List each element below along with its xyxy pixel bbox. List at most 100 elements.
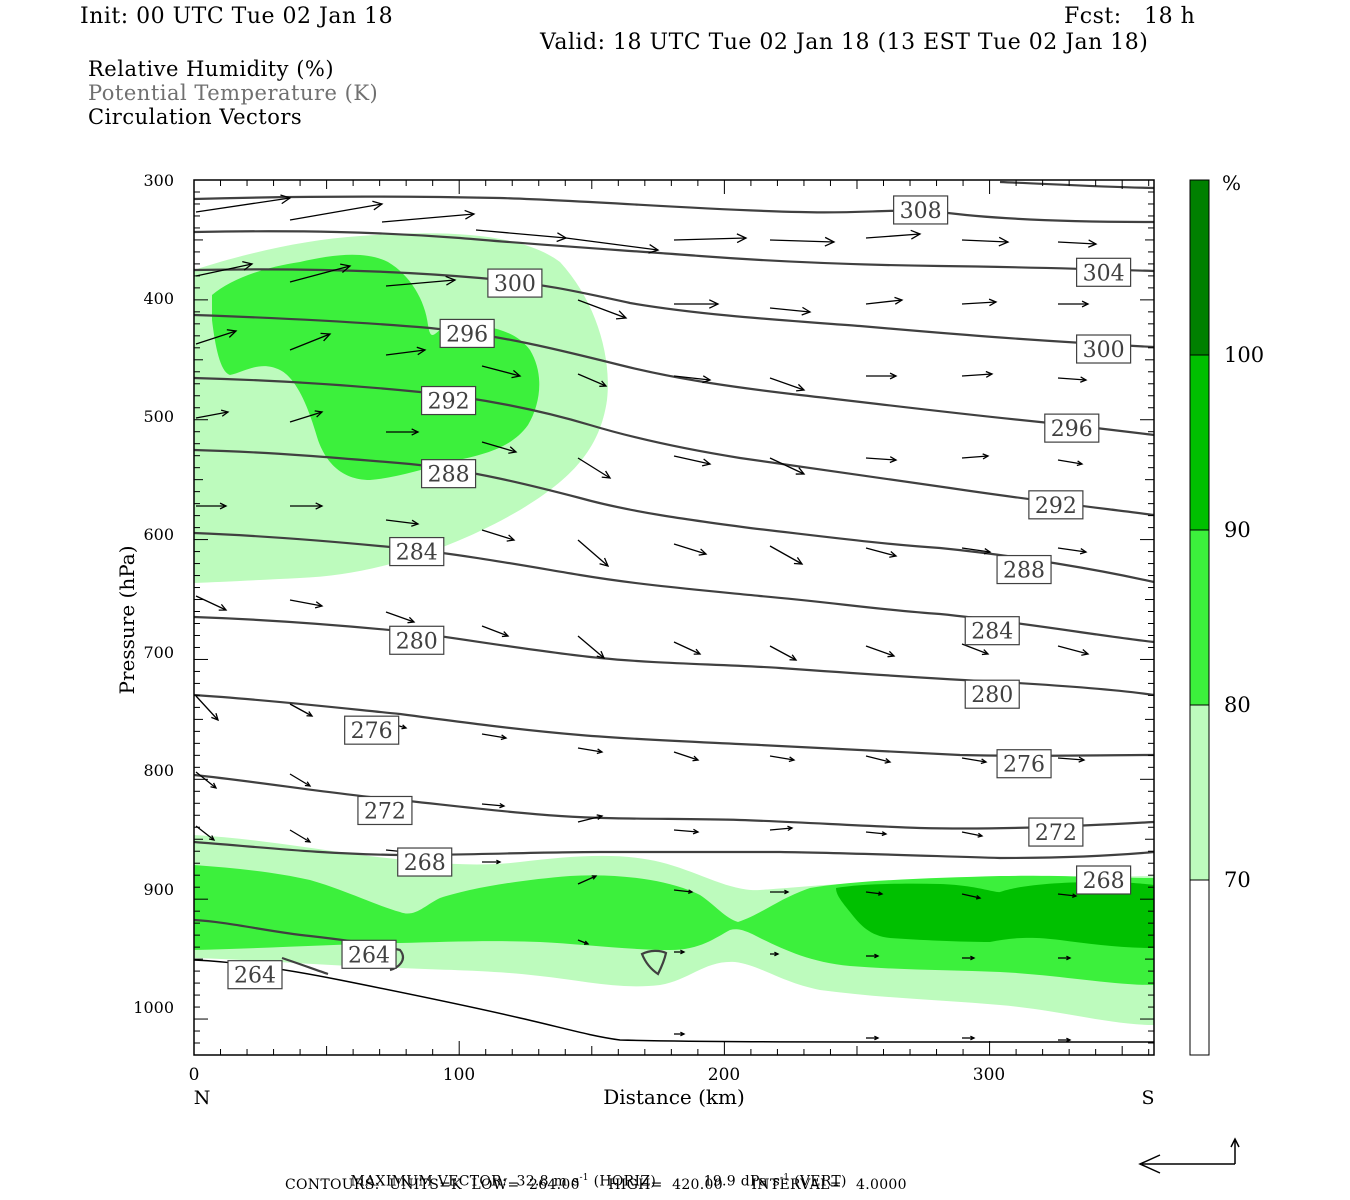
- colorbar-label-90: 90: [1224, 518, 1251, 542]
- contour-label-280: 280: [964, 679, 1020, 709]
- colorbar: % 100 90 80 70: [1189, 171, 1264, 1056]
- svg-text:284: 284: [396, 541, 438, 566]
- svg-text:276: 276: [351, 719, 393, 744]
- colorbar-unit: %: [1222, 171, 1241, 195]
- legend-vectors: Circulation Vectors: [88, 105, 303, 129]
- circulation-vector: [577, 457, 612, 479]
- svg-text:276: 276: [1003, 753, 1045, 778]
- colorbar-segment-80: [1190, 530, 1209, 705]
- circulation-vector: [481, 529, 516, 542]
- circulation-vector: [673, 641, 702, 655]
- horiz-max-value: 32.8 m s: [516, 1173, 580, 1190]
- x-axis-label: Distance (km): [603, 1085, 745, 1109]
- y-tick-labels: 300 400 500 600 700 800 900 1000: [133, 171, 174, 1017]
- right-end-label: S: [1141, 1087, 1154, 1109]
- circulation-vector: [289, 263, 352, 283]
- contour-296: [194, 313, 1154, 437]
- circulation-vector: [866, 372, 898, 380]
- y-tick-800: 800: [143, 761, 174, 780]
- surface-line: [194, 959, 1154, 1043]
- circulation-vector: [289, 200, 384, 221]
- colorbar-frame: [1189, 179, 1210, 1056]
- contour-label-264: 264: [341, 939, 397, 969]
- circulation-vector: [381, 209, 476, 223]
- contour-label-264: 264: [227, 960, 283, 990]
- circulation-vector: [385, 275, 457, 287]
- horiz-exponent: -1: [579, 1173, 589, 1183]
- contour-label-296: 296: [1044, 413, 1100, 443]
- circulation-vector: [962, 955, 976, 961]
- contour-label-268: 268: [1076, 865, 1132, 895]
- circulation-vector: [865, 547, 898, 558]
- circulation-vector: [195, 194, 292, 213]
- y-tick-1000: 1000: [133, 998, 174, 1017]
- circulation-vector: [1057, 756, 1086, 763]
- legend-rh: Relative Humidity (%): [88, 57, 335, 81]
- circulation-vector: [481, 802, 506, 809]
- circulation-vector: [769, 457, 806, 475]
- svg-text:284: 284: [971, 620, 1013, 645]
- circulation-vector: [961, 643, 990, 656]
- circulation-vector: [565, 237, 660, 254]
- circulation-vector: [865, 645, 896, 658]
- contour-label-288: 288: [996, 554, 1052, 585]
- circulation-vector: [289, 773, 312, 787]
- circulation-vector: [1057, 893, 1078, 898]
- svg-text:288: 288: [428, 463, 470, 488]
- circulation-vector: [865, 891, 884, 896]
- svg-text:292: 292: [428, 390, 470, 415]
- svg-text:300: 300: [494, 272, 536, 297]
- circulation-vector: [1057, 459, 1084, 467]
- contour-272: [194, 773, 1154, 830]
- x-tick-100: 100: [443, 1065, 475, 1085]
- contour-label-300: 300: [487, 268, 543, 298]
- colorbar-label-100: 100: [1224, 343, 1264, 367]
- svg-text:264: 264: [234, 964, 276, 989]
- colorbar-label-80: 80: [1224, 693, 1251, 717]
- circulation-vector: [770, 889, 790, 895]
- circulation-vector: [673, 751, 700, 762]
- svg-text:300: 300: [1083, 338, 1125, 363]
- circulation-vector: [289, 703, 314, 717]
- circulation-vector: [769, 645, 798, 661]
- circulation-vector: [673, 375, 712, 384]
- circulation-vector: [1057, 239, 1098, 248]
- contour-label-284: 284: [964, 616, 1020, 646]
- contour-label-308: 308: [893, 195, 949, 225]
- circulation-vector: [961, 547, 992, 555]
- svg-text:304: 304: [1083, 261, 1125, 286]
- circulation-vector: [673, 455, 712, 467]
- circulation-vector: [386, 428, 420, 436]
- x-tick-300: 300: [973, 1065, 1005, 1085]
- circulation-vector: [1058, 1037, 1072, 1043]
- circulation-vector: [577, 939, 590, 945]
- colorbar-segment-100: [1190, 180, 1209, 355]
- circulation-vector: [769, 236, 836, 247]
- circulation-vector: [195, 329, 238, 345]
- svg-text:268: 268: [1083, 869, 1125, 894]
- circulation-vector: [289, 410, 324, 423]
- circulation-vector: [865, 755, 892, 764]
- circulation-vector: [769, 755, 796, 763]
- circulation-vector: [577, 747, 604, 755]
- circulation-vector: [195, 595, 228, 611]
- circulation-vector: [289, 599, 324, 609]
- circulation-vector: [385, 611, 416, 624]
- x-tick-0: 0: [189, 1065, 200, 1085]
- colorbar-segment-70: [1190, 705, 1209, 880]
- contour-276: [194, 693, 1154, 757]
- circulation-vector: [673, 889, 694, 894]
- max-vector-line: MAXIMUM VECTOR: 32.8 m s-1 (HORIZ) 19.9 …: [341, 1157, 847, 1190]
- circulation-vector: [481, 733, 508, 741]
- svg-text:296: 296: [1051, 417, 1093, 442]
- circulation-vector: [577, 635, 606, 659]
- contour-304: [194, 230, 1154, 273]
- circulation-vector: [673, 543, 708, 556]
- svg-text:308: 308: [900, 199, 942, 224]
- forecast-hour: Fcst: 18 h: [1064, 4, 1196, 29]
- circulation-vector: [385, 519, 420, 527]
- circulation-vector: [195, 261, 254, 277]
- circulation-vector: [961, 298, 998, 307]
- circulation-vector: [195, 825, 216, 841]
- contour-label-280: 280: [389, 625, 445, 655]
